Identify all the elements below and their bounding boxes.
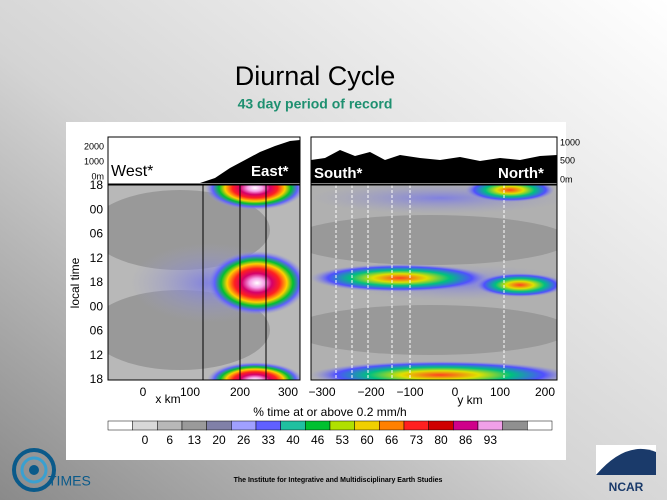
terrain-tick: 1000: [84, 156, 104, 166]
colorbar-swatch: [453, 420, 479, 431]
colorbar-swatch: [206, 420, 232, 431]
y-tick-label: 12: [90, 348, 104, 362]
colorbar-swatch: [255, 420, 281, 431]
y-tick-label: 18: [90, 372, 104, 386]
heatmap-frame: [107, 184, 301, 381]
heatmap-frame: [310, 184, 558, 381]
colorbar-swatch: [132, 420, 158, 431]
colorbar-swatch: [157, 420, 183, 431]
ncar-logo: NCAR: [596, 445, 656, 494]
colorbar-label: 26: [237, 433, 251, 447]
times-logo: TIMES: [12, 448, 91, 492]
x-tick-label: 0: [140, 385, 147, 399]
colorbar-label: 13: [188, 433, 202, 447]
y-tick-label: 06: [90, 324, 104, 338]
footer-text: The Institute for Integrative and Multid…: [234, 477, 443, 484]
colorbar-label: 73: [410, 433, 424, 447]
y-tick-label: 00: [90, 299, 104, 313]
y-tick-label: 18: [90, 275, 104, 289]
x-tick-label: −200: [357, 385, 384, 399]
x-tick-label: 0: [452, 385, 459, 399]
terrain-tick: 500: [560, 155, 575, 165]
colorbar-swatch: [477, 420, 503, 431]
west-label: West*: [111, 163, 153, 180]
y-tick-label: 18: [90, 178, 104, 192]
terrain-tick: 0m: [560, 174, 573, 184]
colorbar-swatch: [329, 420, 355, 431]
x-tick-label: 300: [278, 385, 298, 399]
logo-text: TIMES: [48, 473, 91, 489]
colorbar-label: 46: [311, 433, 325, 447]
x-tick-label: 200: [535, 385, 555, 399]
x-tick-label: 100: [490, 385, 510, 399]
colorbar-label: 60: [360, 433, 374, 447]
colorbar-swatch: [107, 420, 133, 431]
terrain-tick: 1000: [560, 137, 580, 147]
colorbar-swatch: [428, 420, 454, 431]
terrain-tick: 0m: [91, 171, 104, 181]
heatmap-left: [108, 185, 300, 380]
colorbar-swatch: [280, 420, 306, 431]
colorbar-label: 33: [262, 433, 276, 447]
east-label: East*: [251, 163, 289, 180]
x-axis-label: y km: [457, 393, 482, 407]
title: Diurnal Cycle: [235, 61, 396, 91]
colorbar-label: 93: [484, 433, 498, 447]
y-axis-label: local time: [68, 257, 82, 308]
colorbar-label: 66: [385, 433, 399, 447]
colorbar-label: 40: [286, 433, 300, 447]
north-label: North*: [498, 165, 544, 182]
y-tick-label: 12: [90, 251, 104, 265]
x-axis-label: x km: [155, 392, 180, 406]
colorbar-label: 20: [212, 433, 226, 447]
x-tick-label: 200: [230, 385, 250, 399]
heatmap-right: [311, 185, 557, 380]
logo-text: NCAR: [609, 480, 644, 494]
colorbar-label: 0: [142, 433, 149, 447]
colorbar-swatch: [379, 420, 405, 431]
x-tick-label: −300: [308, 385, 335, 399]
colorbar-swatch: [502, 420, 528, 431]
colorbar-swatch: [354, 420, 380, 431]
colorbar-swatch: [527, 420, 553, 431]
y-tick-label: 00: [90, 202, 104, 216]
colorbar-label: 86: [459, 433, 473, 447]
colorbar-label: 80: [434, 433, 448, 447]
y-tick-label: 06: [90, 227, 104, 241]
colorbar-label: 53: [336, 433, 350, 447]
colorbar-label: 6: [166, 433, 173, 447]
terrain: [108, 140, 300, 183]
subtitle: 43 day period of record: [238, 96, 393, 112]
x-tick-label: 100: [180, 385, 200, 399]
south-label: South*: [314, 165, 362, 182]
colorbar-swatch: [231, 420, 257, 431]
x-tick-label: −100: [396, 385, 423, 399]
colorbar-swatch: [181, 420, 207, 431]
terrain-tick: 2000: [84, 141, 104, 151]
colorbar-swatch: [305, 420, 331, 431]
colorbar-swatch: [403, 420, 429, 431]
terrain: [311, 150, 557, 183]
caption: % time at or above 0.2 mm/h: [253, 405, 406, 419]
